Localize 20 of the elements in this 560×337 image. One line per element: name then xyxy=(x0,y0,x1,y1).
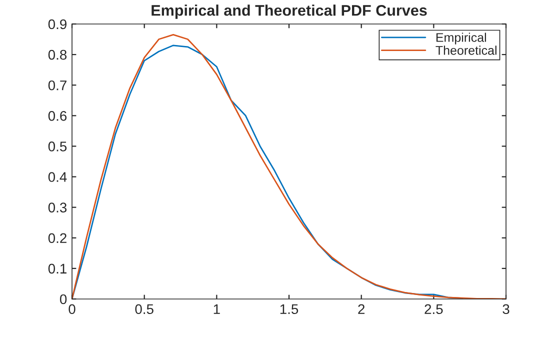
chart-title: Empirical and Theoretical PDF Curves xyxy=(152,4,427,19)
y-tick-label: 0.1 xyxy=(48,264,66,274)
y-tick-label: 0.8 xyxy=(48,50,67,60)
legend-label: Theoretical xyxy=(436,46,496,55)
y-tick-label: 0.3 xyxy=(48,202,67,212)
x-tick-label: 0.5 xyxy=(135,304,154,314)
y-tick-label: 0.9 xyxy=(48,19,66,30)
y-tick-label: 0.5 xyxy=(48,142,67,152)
y-tick-label: 0.4 xyxy=(48,172,67,182)
legend-label: Empirical xyxy=(436,32,486,44)
y-tick-label: 0 xyxy=(60,294,67,304)
y-tick-label: 0.7 xyxy=(48,80,66,90)
x-tick-label: 0 xyxy=(68,304,76,314)
x-tick-label: 1 xyxy=(214,304,220,314)
y-tick-label: 0.6 xyxy=(48,110,67,121)
x-tick-label: 3 xyxy=(502,304,510,314)
x-tick-label: 2.5 xyxy=(424,304,443,314)
x-tick-label: 2 xyxy=(358,304,365,314)
x-tick-label: 1.5 xyxy=(280,304,298,314)
y-tick-label: 0.2 xyxy=(48,233,66,244)
